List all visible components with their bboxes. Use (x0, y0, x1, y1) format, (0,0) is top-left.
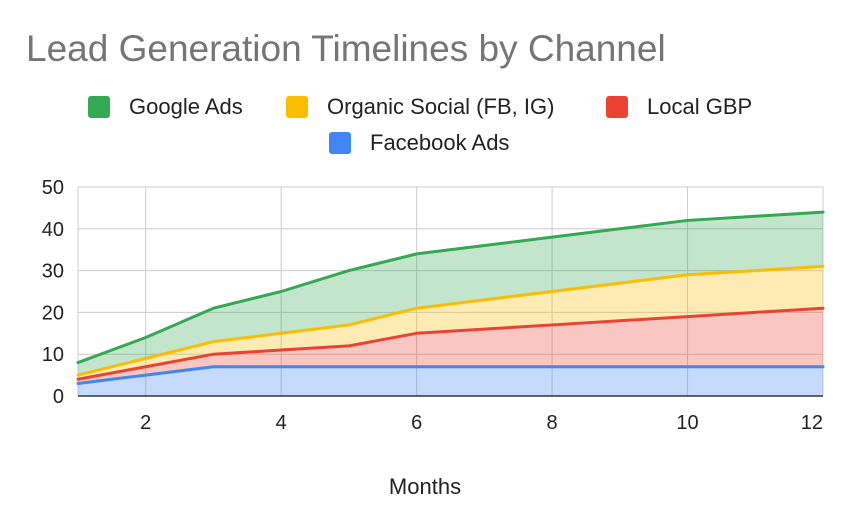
chart-title: Lead Generation Timelines by Channel (26, 28, 666, 69)
x-tick-label-8: 8 (547, 412, 558, 434)
series-line-organic-social-fb-ig (76, 264, 825, 377)
legend-label-facebook-ads: Facebook Ads (370, 130, 510, 155)
x-tick-label-12: 12 (801, 412, 823, 434)
y-tick-label-0: 0 (53, 386, 64, 408)
legend-label-google-ads: Google Ads (129, 94, 243, 119)
legend-swatch-facebook-ads (329, 132, 351, 154)
x-axis-title: Months (388, 474, 462, 499)
legend-label-organic-social: Organic Social (FB, IG) (327, 94, 555, 119)
y-tick-label-30: 30 (42, 261, 64, 283)
legend-label-local-gbp: Local GBP (647, 94, 753, 119)
series-line-local-gbp (76, 306, 825, 381)
legend-swatch-google-ads (88, 96, 110, 118)
legend-item-organic-social: Organic Social (FB, IG) (286, 94, 554, 120)
series-line-facebook-ads (76, 365, 825, 385)
y-tick-label-50: 50 (42, 177, 64, 199)
x-tick-label-6: 6 (411, 412, 422, 434)
legend-swatch-organic-social (286, 96, 308, 118)
legend-item-google-ads: Google Ads (88, 94, 243, 120)
x-tick-label-2: 2 (140, 412, 151, 434)
y-tick-label-40: 40 (42, 219, 64, 241)
x-tick-label-10: 10 (676, 412, 698, 434)
area-facebook-ads (78, 366, 823, 396)
area-organic-social-fb-ig (78, 266, 823, 380)
legend-swatch-local-gbp (606, 96, 628, 118)
y-tick-label-20: 20 (42, 302, 64, 324)
legend-item-local-gbp: Local GBP (606, 94, 752, 120)
area-local-gbp (78, 308, 823, 384)
x-tick-label-4: 4 (276, 412, 287, 434)
legend-item-facebook-ads: Facebook Ads (329, 130, 509, 156)
y-tick-label-10: 10 (42, 344, 64, 366)
series-line-google-ads (76, 210, 825, 365)
